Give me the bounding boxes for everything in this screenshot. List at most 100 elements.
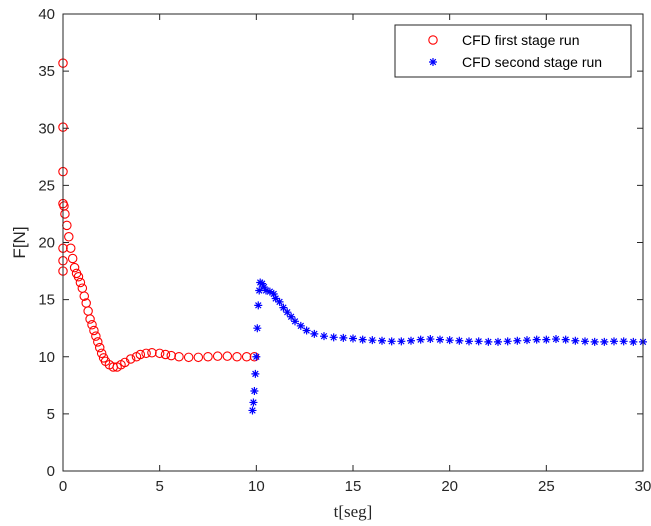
data-point	[397, 337, 406, 346]
data-point	[532, 335, 541, 344]
data-point	[260, 283, 269, 292]
data-point	[65, 243, 76, 253]
legend-box	[394, 24, 632, 78]
data-point	[203, 351, 213, 362]
data-point	[387, 337, 396, 346]
data-point	[254, 301, 263, 310]
data-point	[436, 335, 444, 344]
data-point	[251, 369, 260, 378]
data-point	[135, 349, 146, 360]
data-point	[85, 314, 95, 324]
data-point	[154, 348, 165, 359]
data-point	[571, 336, 580, 345]
data-point	[141, 348, 151, 359]
data-point	[291, 317, 299, 326]
data-point	[87, 320, 97, 330]
data-point	[503, 337, 512, 346]
data-point	[248, 406, 257, 415]
data-point	[629, 337, 638, 346]
data-point	[484, 337, 493, 346]
data-point	[73, 272, 84, 282]
data-point	[455, 336, 464, 345]
data-point	[75, 277, 86, 288]
data-point	[590, 337, 599, 346]
y-tick-label: 10	[38, 349, 55, 366]
data-point	[619, 337, 628, 346]
data-point	[368, 336, 377, 345]
legend-label-first-stage: CFD first stage run	[462, 32, 579, 48]
data-point	[494, 337, 502, 346]
data-point	[166, 350, 177, 361]
y-tick-label: 20	[38, 235, 55, 252]
data-point	[407, 336, 415, 345]
data-point	[160, 349, 171, 360]
data-point	[416, 335, 425, 344]
y-tick-label: 0	[47, 463, 55, 480]
legend: CFD first stage run CFD second stage run	[394, 24, 632, 78]
data-point	[258, 279, 267, 288]
data-point	[252, 352, 261, 361]
data-point	[610, 337, 618, 346]
data-point	[265, 287, 274, 296]
data-point	[275, 297, 284, 306]
y-tick-label: 5	[47, 406, 55, 423]
data-point	[378, 336, 386, 345]
data-point	[523, 336, 531, 345]
data-point	[358, 335, 367, 344]
data-point	[147, 348, 157, 358]
data-point	[93, 337, 103, 347]
data-point	[183, 352, 194, 363]
data-point	[542, 335, 551, 344]
legend-asterisk-icon	[429, 58, 437, 66]
legend-label-second-stage: CFD second stage run	[462, 54, 602, 70]
data-point	[465, 337, 473, 346]
data-point	[445, 336, 454, 345]
data-point	[255, 286, 264, 295]
data-point	[96, 348, 107, 359]
x-tick-label: 25	[538, 478, 555, 495]
x-tick-label: 20	[441, 478, 458, 495]
legend-circle-icon	[428, 35, 438, 45]
y-tick-label: 30	[38, 120, 55, 137]
data-point	[69, 262, 80, 273]
data-point	[283, 308, 292, 317]
data-point	[581, 337, 589, 346]
data-point	[222, 351, 233, 361]
data-point	[212, 351, 223, 361]
data-point	[474, 337, 483, 346]
series-2	[248, 278, 647, 415]
x-tick-label: 10	[248, 478, 265, 495]
y-axis-label: F[N]	[10, 226, 29, 258]
data-point	[287, 312, 296, 321]
data-point	[94, 342, 105, 353]
data-point	[250, 387, 259, 396]
legend-marker-first-stage	[428, 35, 438, 45]
data-point	[271, 294, 280, 303]
data-point	[174, 351, 184, 362]
data-point	[269, 289, 278, 298]
data-point	[79, 291, 90, 301]
data-point	[60, 209, 70, 219]
y-tick-label: 40	[38, 6, 55, 23]
data-point	[67, 253, 78, 264]
y-tick-label: 15	[38, 292, 55, 309]
data-point	[302, 326, 311, 335]
data-point	[339, 333, 348, 342]
data-point	[89, 325, 99, 336]
data-point	[253, 324, 262, 333]
plot-markers	[58, 58, 647, 415]
data-point	[91, 331, 101, 341]
data-point	[125, 354, 136, 364]
data-point	[279, 303, 288, 312]
y-tick-label: 35	[38, 63, 55, 80]
legend-marker-second-stage	[429, 58, 437, 66]
data-point	[262, 286, 270, 295]
data-point	[426, 335, 435, 344]
data-point	[64, 232, 74, 242]
data-point	[513, 336, 522, 345]
x-axis-label: t[seg]	[334, 502, 373, 521]
data-point	[320, 332, 328, 341]
data-point	[329, 333, 338, 342]
